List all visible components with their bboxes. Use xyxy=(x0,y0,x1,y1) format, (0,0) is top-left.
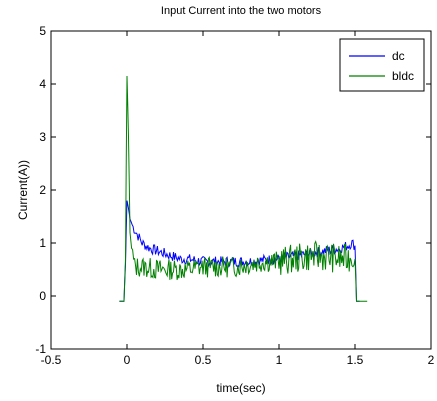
y-tick-label: 0 xyxy=(39,289,46,303)
y-tick-label: 4 xyxy=(39,77,46,91)
series-layer xyxy=(119,75,368,302)
x-tick-label: 0 xyxy=(124,353,131,367)
legend: dc bldc xyxy=(339,38,425,92)
legend-label-bldc: bldc xyxy=(392,69,414,83)
chart-title: Input Current into the two motors xyxy=(161,5,322,17)
y-tick-label: 2 xyxy=(39,183,46,197)
x-tick-label: 1 xyxy=(276,353,283,367)
y-axis-label: Current(A)) xyxy=(16,160,30,220)
y-tick-label: -1 xyxy=(35,342,46,356)
x-axis-label: time(sec) xyxy=(216,381,265,395)
y-tick-label: 3 xyxy=(39,130,46,144)
x-tick-label: 0.5 xyxy=(195,353,212,367)
y-axis-ticks: -1 0 1 2 3 4 5 xyxy=(35,24,431,356)
x-axis-ticks: -0.5 0 0.5 1 1.5 2 xyxy=(41,31,435,367)
x-tick-label: 1.5 xyxy=(347,353,364,367)
x-tick-label: 2 xyxy=(428,353,435,367)
series-line-bldc xyxy=(119,75,368,302)
y-tick-label: 1 xyxy=(39,236,46,250)
y-tick-label: 5 xyxy=(39,24,46,38)
legend-box xyxy=(339,38,425,92)
x-tick-label: -0.5 xyxy=(41,353,62,367)
legend-label-dc: dc xyxy=(392,49,405,63)
